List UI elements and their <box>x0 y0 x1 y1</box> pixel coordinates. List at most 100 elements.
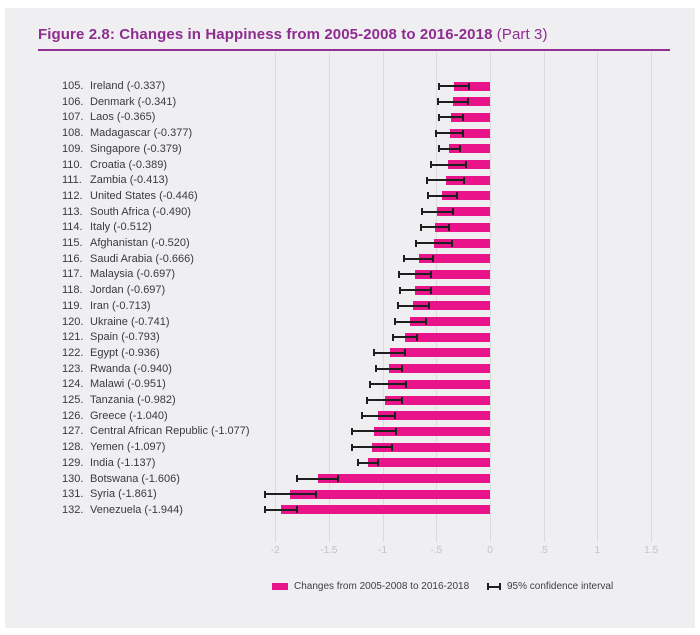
country-rank: 106. <box>62 95 84 108</box>
x-tick-label: -1 <box>378 545 388 556</box>
confidence-interval-cap <box>434 129 437 137</box>
country-row-label: Singapore (-0.379) <box>90 142 182 155</box>
confidence-interval <box>427 194 457 197</box>
confidence-interval <box>392 336 417 339</box>
confidence-interval-cap <box>464 161 467 168</box>
confidence-interval-cap <box>431 255 434 263</box>
country-row-label: Venezuela (-1.944) <box>90 503 183 516</box>
confidence-interval-cap <box>467 98 470 106</box>
confidence-interval <box>399 289 431 292</box>
country-row-label: Ukraine (-0.741) <box>90 315 170 328</box>
confidence-interval <box>367 399 402 401</box>
confidence-interval-cap <box>296 506 299 514</box>
x-tick-label: 1 <box>594 545 601 556</box>
confidence-interval-cap <box>395 427 398 435</box>
country-rank: 117. <box>62 268 83 281</box>
confidence-interval <box>420 226 450 229</box>
bar <box>413 301 490 311</box>
bar <box>437 207 490 217</box>
confidence-interval <box>352 430 397 433</box>
country-rank: 109. <box>62 142 84 155</box>
confidence-interval <box>439 147 460 150</box>
country-row-label: South Africa (-0.490) <box>90 205 191 218</box>
gridline <box>275 52 277 542</box>
country-rank: 128. <box>62 441 84 454</box>
figure-title-main: Figure 2.8: Changes in Happiness from 20… <box>38 26 493 43</box>
confidence-interval-cap <box>426 176 429 184</box>
confidence-interval-cap <box>394 412 396 420</box>
confidence-interval-cap <box>419 223 422 231</box>
country-rank: 122. <box>62 346 84 359</box>
confidence-interval-cap <box>452 208 455 216</box>
country-rank: 111. <box>62 174 82 187</box>
confidence-interval-cap <box>374 365 377 373</box>
confidence-interval-cap <box>391 333 394 341</box>
country-rank: 115. <box>62 237 83 249</box>
country-rank: 116. <box>62 252 83 265</box>
confidence-interval-cap <box>455 192 458 200</box>
legend-bar-swatch <box>272 583 288 590</box>
gridline <box>436 52 438 542</box>
country-row-label: Italy (-0.512) <box>90 221 152 234</box>
x-tick-label: 0 <box>487 545 493 556</box>
bar <box>435 222 490 232</box>
confidence-interval-cap <box>448 223 451 231</box>
bar <box>384 395 490 405</box>
x-tick-label: 1.5 <box>644 545 659 556</box>
confidence-interval-cap <box>437 98 440 106</box>
bar <box>415 269 490 279</box>
confidence-interval-cap <box>415 239 418 247</box>
bar <box>372 442 490 452</box>
country-row-label: Denmark (-0.341) <box>90 95 177 108</box>
country-row-label: Yemen (-1.097) <box>90 441 166 454</box>
confidence-interval-cap <box>424 318 427 325</box>
confidence-interval-cap <box>394 318 396 325</box>
confidence-interval-cap <box>264 506 267 514</box>
confidence-interval <box>374 351 405 354</box>
confidence-interval-cap <box>336 475 339 482</box>
bar <box>374 426 490 436</box>
country-rank: 127. <box>62 425 84 438</box>
confidence-interval <box>438 100 469 103</box>
country-rank: 108. <box>62 127 84 140</box>
gridline <box>328 52 330 542</box>
figure-title: Figure 2.8: Changes in Happiness from 20… <box>38 26 548 43</box>
confidence-interval <box>416 242 452 244</box>
confidence-interval-cap <box>373 349 376 357</box>
confidence-interval-cap <box>403 255 406 263</box>
confidence-interval-cap <box>368 380 371 388</box>
confidence-interval <box>399 273 432 276</box>
bar <box>281 505 490 515</box>
confidence-interval-cap <box>397 302 400 310</box>
confidence-interval <box>264 493 316 496</box>
confidence-interval-cap <box>391 443 394 451</box>
country-row-label: Botswana (-1.606) <box>90 472 180 485</box>
bar <box>404 332 490 342</box>
country-row-label: Egypt (-0.936) <box>90 346 160 359</box>
confidence-interval <box>430 163 466 166</box>
title-divider <box>38 49 670 51</box>
country-rank: 129. <box>62 456 84 469</box>
country-row-label: Spain (-0.793) <box>90 331 160 344</box>
confidence-interval-cap <box>401 365 404 373</box>
bar <box>434 238 490 248</box>
country-row-label: Laos (-0.365) <box>90 111 156 124</box>
bar <box>442 191 490 201</box>
confidence-interval-cap <box>296 475 299 482</box>
confidence-interval <box>398 304 429 307</box>
country-row-label: Rwanda (-0.940) <box>90 362 172 375</box>
confidence-interval-cap <box>438 145 441 153</box>
bar <box>453 81 490 91</box>
bar <box>389 348 490 358</box>
bar <box>453 97 490 107</box>
bar <box>415 285 490 295</box>
country-rank: 130. <box>62 472 84 485</box>
confidence-interval-cap <box>366 396 368 404</box>
confidence-interval <box>352 446 393 449</box>
bar <box>418 254 490 264</box>
country-row-label: Ireland (-0.337) <box>90 80 166 92</box>
bar <box>367 458 490 468</box>
confidence-interval-cap <box>467 82 470 90</box>
country-row-label: Jordan (-0.697) <box>90 284 166 297</box>
legend-change-label: Changes from 2005-2008 to 2016-2018 <box>294 581 470 592</box>
